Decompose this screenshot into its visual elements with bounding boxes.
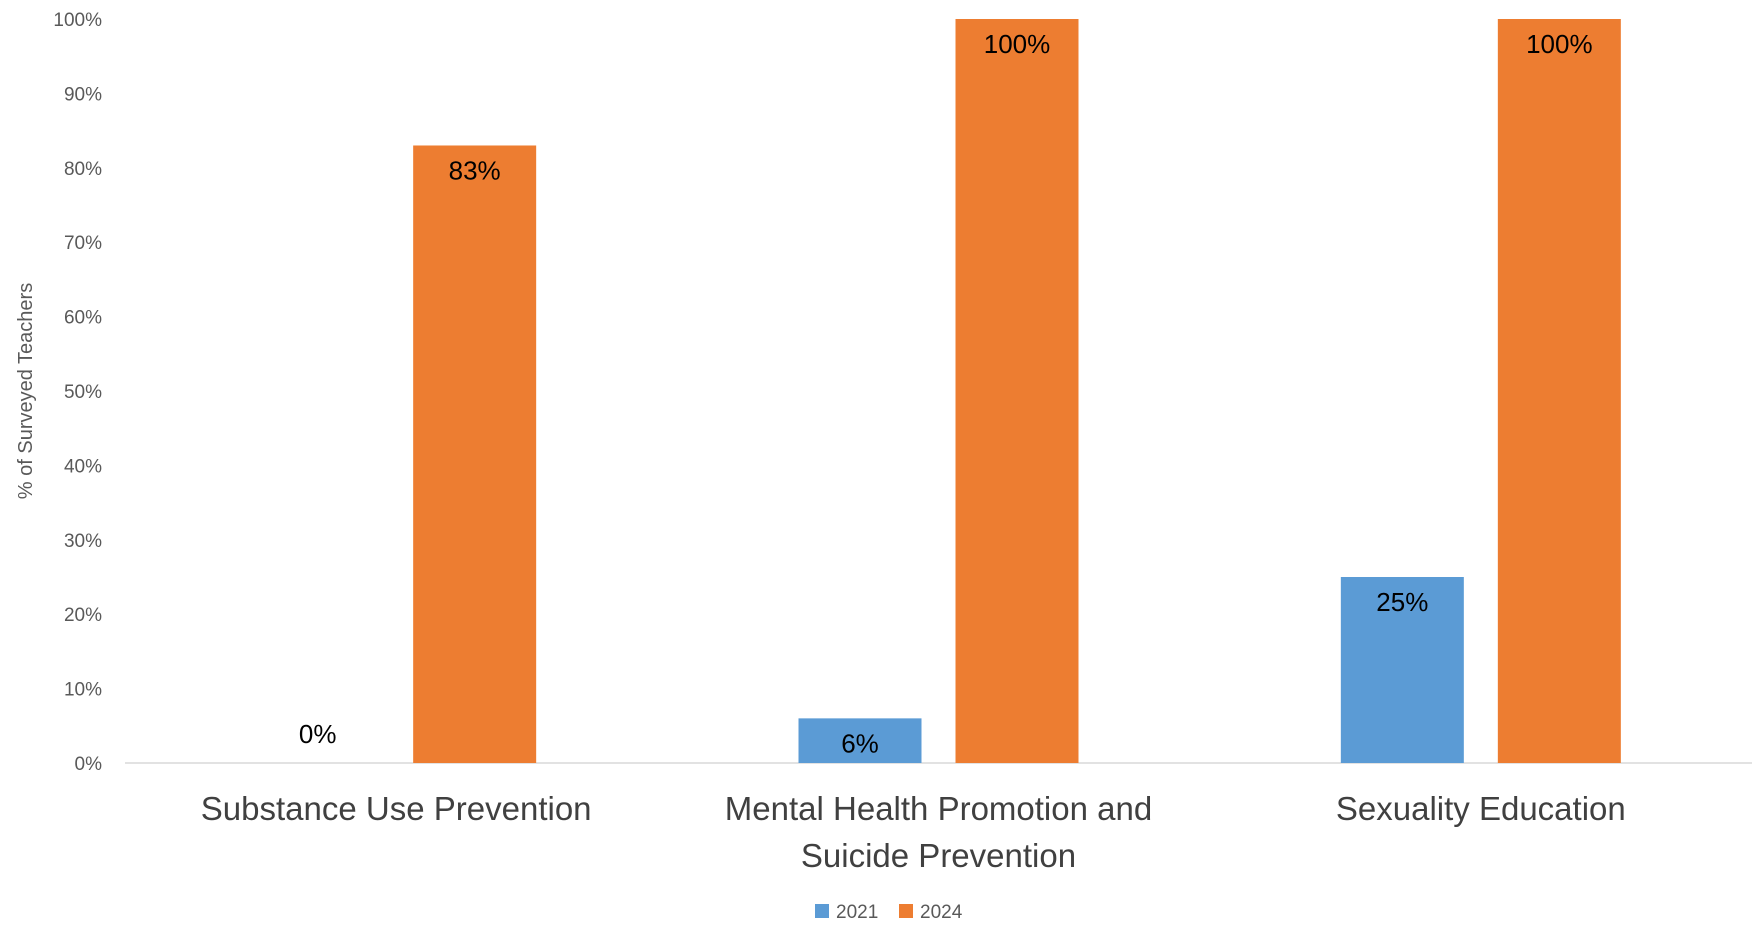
legend-swatch-2021 bbox=[815, 904, 829, 918]
data-label: 0% bbox=[299, 719, 337, 749]
legend-swatch-2024 bbox=[899, 904, 913, 918]
legend-label: 2021 bbox=[836, 902, 878, 923]
data-label: 6% bbox=[841, 728, 879, 758]
data-label: 83% bbox=[449, 155, 501, 185]
category-label: Sexuality Education bbox=[1336, 790, 1626, 827]
category-labels-group: Substance Use Prevention Mental Health Pr… bbox=[201, 790, 1626, 874]
bar-2021 bbox=[798, 718, 922, 763]
y-tick-label: 40% bbox=[64, 456, 102, 477]
y-tick-label: 70% bbox=[64, 233, 102, 254]
data-label: 100% bbox=[984, 29, 1051, 59]
y-tick-label: 10% bbox=[64, 680, 102, 701]
y-tick-label: 50% bbox=[64, 382, 102, 403]
data-label: 25% bbox=[1376, 587, 1428, 617]
bar-2024 bbox=[1497, 19, 1621, 763]
bars-group bbox=[413, 19, 1621, 764]
bar-2021 bbox=[1340, 577, 1464, 763]
category-label: Substance Use Prevention bbox=[201, 790, 592, 827]
category-label: Suicide Prevention bbox=[801, 837, 1076, 874]
y-axis-ticks: 0% 10% 20% 30% 40% 50% 60% 70% 80% 90% 100% bbox=[53, 10, 102, 775]
data-label: 100% bbox=[1526, 29, 1593, 59]
y-tick-label: 0% bbox=[75, 754, 103, 775]
y-tick-label: 20% bbox=[64, 605, 102, 626]
bar-2024 bbox=[955, 19, 1079, 763]
y-tick-label: 80% bbox=[64, 159, 102, 180]
y-tick-label: 100% bbox=[53, 10, 102, 31]
y-tick-label: 90% bbox=[64, 84, 102, 105]
y-tick-label: 60% bbox=[64, 308, 102, 329]
y-tick-label: 30% bbox=[64, 531, 102, 552]
legend: 2021 2024 bbox=[815, 902, 963, 923]
y-axis-title: % of Surveyed Teachers bbox=[15, 283, 37, 499]
legend-label: 2024 bbox=[920, 902, 963, 923]
category-label: Mental Health Promotion and bbox=[725, 790, 1152, 827]
bar-2024 bbox=[413, 145, 537, 764]
data-labels-group: 0% 83% 6% 100% 25% 100% bbox=[299, 29, 1593, 758]
